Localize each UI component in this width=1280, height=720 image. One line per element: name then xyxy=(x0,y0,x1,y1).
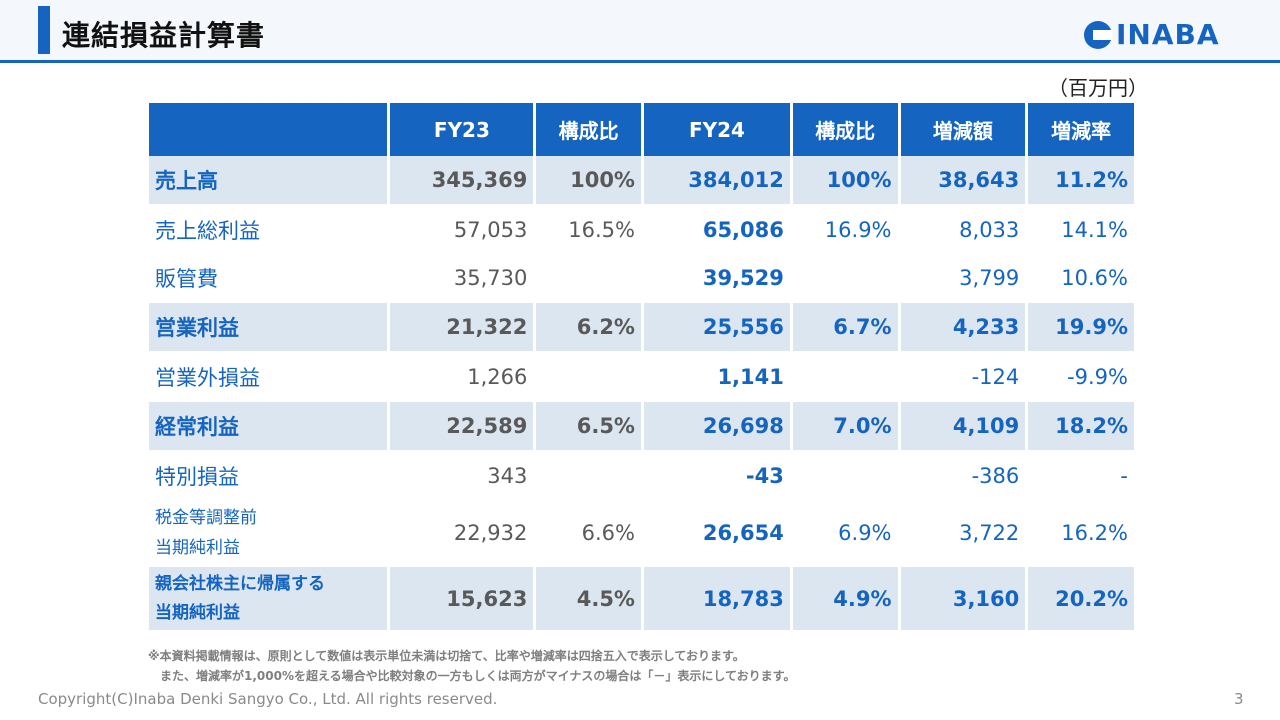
column-header: 構成比 xyxy=(536,103,641,156)
row-label: 経常利益 xyxy=(149,402,388,453)
table-row: 税金等調整前 当期純利益 22,932 6.6% 26,654 6.9% 3,7… xyxy=(149,501,1134,567)
fy23-ratio: 6.6% xyxy=(536,501,641,567)
copyright-text: Copyright(C)Inaba Denki Sangyo Co., Ltd.… xyxy=(38,690,498,708)
fy23-value: 345,369 xyxy=(390,156,534,207)
change-rate: 18.2% xyxy=(1028,402,1134,453)
page-title: 連結損益計算書 xyxy=(62,19,266,52)
fy23-value: 35,730 xyxy=(390,255,534,303)
change-amount: 3,722 xyxy=(900,501,1026,567)
header-band xyxy=(0,0,1280,60)
fy23-value: 57,053 xyxy=(390,207,534,255)
unit-label: （百万円） xyxy=(1048,76,1148,100)
fy24-ratio xyxy=(792,255,898,303)
fy23-ratio xyxy=(536,453,641,501)
fy23-value: 21,322 xyxy=(390,303,534,354)
table-row: 売上高 345,369 100% 384,012 100% 38,643 11.… xyxy=(149,156,1134,207)
footnotes: ※本資料掲載情報は、原則として数値は表示単位未満は切捨て、比率や増減率は四捨五入… xyxy=(148,646,795,686)
change-rate: 20.2% xyxy=(1028,567,1134,633)
fy23-value: 1,266 xyxy=(390,354,534,402)
change-rate: -9.9% xyxy=(1028,354,1134,402)
table-row: 売上総利益 57,053 16.5% 65,086 16.9% 8,033 14… xyxy=(149,207,1134,255)
fy24-ratio: 4.9% xyxy=(792,567,898,633)
fy23-value: 22,932 xyxy=(390,501,534,567)
change-amount: 4,109 xyxy=(900,402,1026,453)
change-rate: 10.6% xyxy=(1028,255,1134,303)
fy23-ratio xyxy=(536,354,641,402)
change-rate: 11.2% xyxy=(1028,156,1134,207)
fy24-ratio: 6.9% xyxy=(792,501,898,567)
row-label: 売上高 xyxy=(149,156,388,207)
fy24-ratio: 16.9% xyxy=(792,207,898,255)
row-label-line2: 当期純利益 xyxy=(155,537,240,558)
fy23-ratio: 16.5% xyxy=(536,207,641,255)
change-amount: 4,233 xyxy=(900,303,1026,354)
row-label: 特別損益 xyxy=(149,453,388,501)
inaba-logo-icon xyxy=(1084,21,1112,49)
header-cell-corner xyxy=(149,103,388,156)
fy24-value: 65,086 xyxy=(643,207,790,255)
fy24-ratio xyxy=(792,354,898,402)
change-amount: 38,643 xyxy=(900,156,1026,207)
column-header: 構成比 xyxy=(792,103,898,156)
change-rate: 16.2% xyxy=(1028,501,1134,567)
row-label-line2: 当期純利益 xyxy=(155,602,240,623)
row-label-line1: 親会社株主に帰属する xyxy=(155,573,325,594)
table-row: 営業利益 21,322 6.2% 25,556 6.7% 4,233 19.9% xyxy=(149,303,1134,354)
fy24-value: 384,012 xyxy=(643,156,790,207)
column-header: FY23 xyxy=(390,103,534,156)
fy24-ratio: 7.0% xyxy=(792,402,898,453)
change-amount: 3,799 xyxy=(900,255,1026,303)
fy24-value: 18,783 xyxy=(643,567,790,633)
column-header: 増減額 xyxy=(900,103,1026,156)
fy23-ratio: 4.5% xyxy=(536,567,641,633)
row-label-line1: 税金等調整前 xyxy=(155,507,257,528)
change-rate: - xyxy=(1028,453,1134,501)
footnote-line: また、増減率が1,000%を超える場合や比較対象の一方もしくは両方がマイナスの場… xyxy=(148,669,796,683)
fy23-ratio: 6.2% xyxy=(536,303,641,354)
fy24-value: 26,654 xyxy=(643,501,790,567)
fy24-value: 25,556 xyxy=(643,303,790,354)
fy24-ratio: 6.7% xyxy=(792,303,898,354)
fy23-value: 343 xyxy=(390,453,534,501)
fy24-value: 26,698 xyxy=(643,402,790,453)
row-label: 売上総利益 xyxy=(149,207,388,255)
row-label: 営業外損益 xyxy=(149,354,388,402)
row-label: 税金等調整前 当期純利益 xyxy=(149,501,388,567)
header-accent-bar xyxy=(38,6,50,54)
inaba-logo: INABA xyxy=(1084,20,1244,50)
footnote-line: ※本資料掲載情報は、原則として数値は表示単位未満は切捨て、比率や増減率は四捨五入… xyxy=(148,649,745,663)
fy24-ratio: 100% xyxy=(792,156,898,207)
fy24-ratio xyxy=(792,453,898,501)
table-row: 販管費 35,730 39,529 3,799 10.6% xyxy=(149,255,1134,303)
table-row: 営業外損益 1,266 1,141 -124 -9.9% xyxy=(149,354,1134,402)
fy23-ratio: 6.5% xyxy=(536,402,641,453)
column-header: FY24 xyxy=(643,103,790,156)
income-statement-table: FY23 構成比 FY24 構成比 増減額 増減率 売上高 345,369 10… xyxy=(146,103,1137,633)
change-rate: 14.1% xyxy=(1028,207,1134,255)
fy24-value: 39,529 xyxy=(643,255,790,303)
change-amount: 3,160 xyxy=(900,567,1026,633)
change-amount: -386 xyxy=(900,453,1026,501)
table-row: 特別損益 343 -43 -386 - xyxy=(149,453,1134,501)
header-divider xyxy=(0,60,1280,63)
fy24-value: 1,141 xyxy=(643,354,790,402)
table-row: 親会社株主に帰属する 当期純利益 15,623 4.5% 18,783 4.9%… xyxy=(149,567,1134,633)
change-amount: -124 xyxy=(900,354,1026,402)
row-label: 親会社株主に帰属する 当期純利益 xyxy=(149,567,388,633)
fy23-ratio: 100% xyxy=(536,156,641,207)
column-header: 増減率 xyxy=(1028,103,1134,156)
change-rate: 19.9% xyxy=(1028,303,1134,354)
row-label: 営業利益 xyxy=(149,303,388,354)
table-header-row: FY23 構成比 FY24 構成比 増減額 増減率 xyxy=(149,103,1134,156)
fy24-value: -43 xyxy=(643,453,790,501)
fy23-ratio xyxy=(536,255,641,303)
change-amount: 8,033 xyxy=(900,207,1026,255)
page-number: 3 xyxy=(1234,690,1244,708)
fy23-value: 22,589 xyxy=(390,402,534,453)
table-row: 経常利益 22,589 6.5% 26,698 7.0% 4,109 18.2% xyxy=(149,402,1134,453)
row-label: 販管費 xyxy=(149,255,388,303)
logo-text: INABA xyxy=(1116,18,1220,51)
fy23-value: 15,623 xyxy=(390,567,534,633)
